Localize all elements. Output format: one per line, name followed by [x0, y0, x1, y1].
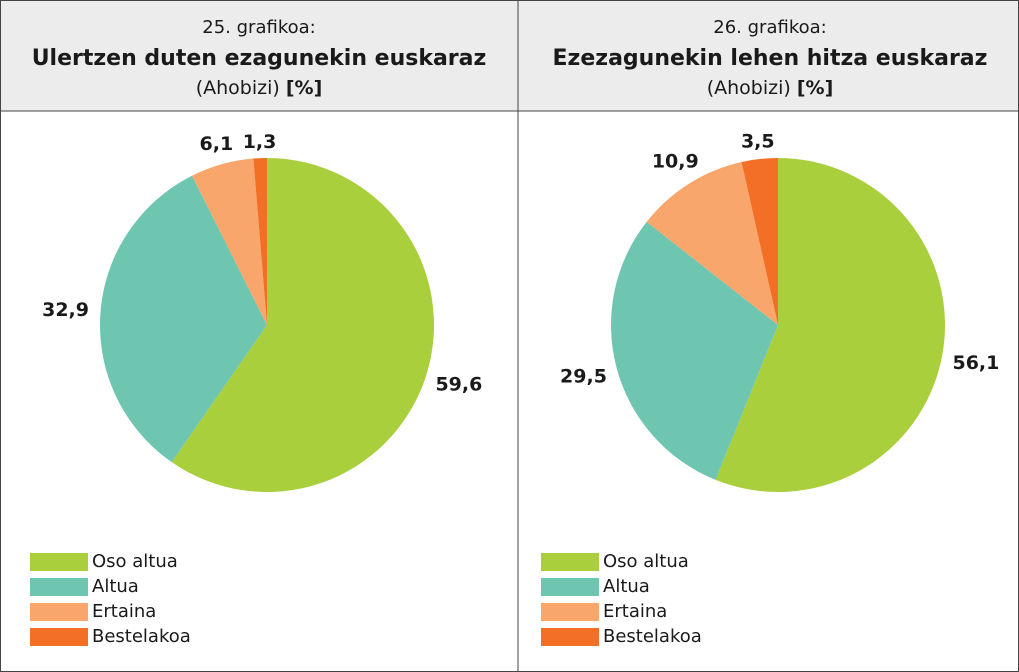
pie-slice — [741, 158, 778, 325]
unit: [%] — [286, 77, 322, 99]
chart-subtitle: (Ahobizi) [%] — [707, 77, 834, 99]
header-bg — [1, 1, 1018, 111]
unit: [%] — [797, 77, 833, 99]
chart-title: Ulertzen duten ezagunekin euskaraz — [32, 46, 487, 71]
value-label: 29,5 — [560, 365, 607, 387]
legend-label: Altua — [92, 576, 139, 597]
legend-swatch — [541, 603, 599, 621]
legend-label: Ertaina — [92, 601, 156, 622]
value-label: 6,1 — [200, 133, 234, 155]
value-label: 56,1 — [952, 352, 999, 374]
legend-label: Bestelakoa — [603, 626, 702, 647]
legend-swatch — [541, 628, 599, 646]
legend-label: Altua — [603, 576, 650, 597]
pie-slice — [171, 158, 434, 493]
subtitle: (Ahobizi) — [707, 77, 791, 99]
legend-label: Ertaina — [603, 601, 667, 622]
chart-label: 26. grafikoa: — [713, 17, 826, 38]
legend-swatch — [541, 578, 599, 596]
legend-swatch — [30, 603, 88, 621]
legend-swatch — [30, 578, 88, 596]
pie-slice — [715, 158, 945, 492]
value-label: 10,9 — [652, 151, 699, 173]
value-label: 59,6 — [435, 374, 482, 396]
chart-label: 25. grafikoa: — [202, 17, 315, 38]
pie-slice — [611, 221, 778, 480]
legend-swatch — [30, 628, 88, 646]
value-label: 32,9 — [42, 299, 89, 321]
subtitle: (Ahobizi) — [196, 77, 280, 99]
pie-slice — [253, 158, 267, 325]
value-label: 1,3 — [243, 131, 277, 153]
legend-swatch — [541, 553, 599, 571]
pie-slice — [100, 175, 268, 463]
legend-swatch — [30, 553, 88, 571]
pie-slice — [646, 162, 778, 325]
value-label: 3,5 — [741, 130, 775, 152]
legend-label: Bestelakoa — [92, 626, 191, 647]
chart-title: Ezezagunekin lehen hitza euskaraz — [553, 46, 988, 71]
legend-label: Oso altua — [92, 551, 178, 572]
chart-subtitle: (Ahobizi) [%] — [196, 77, 323, 99]
legend-label: Oso altua — [603, 551, 689, 572]
pie-slice — [192, 158, 267, 325]
